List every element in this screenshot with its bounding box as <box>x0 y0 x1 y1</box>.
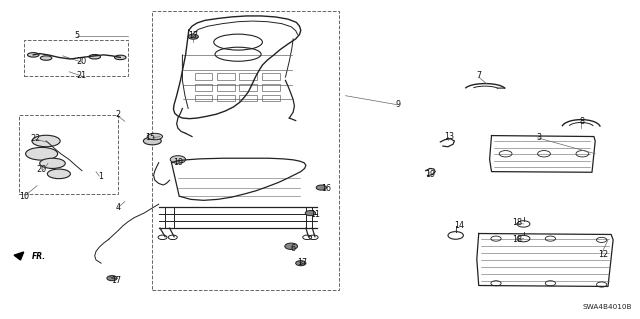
Bar <box>239 84 257 91</box>
Text: SWA4B4010B: SWA4B4010B <box>583 304 632 310</box>
Ellipse shape <box>143 137 161 145</box>
Bar <box>152 11 339 290</box>
Text: 16: 16 <box>321 184 332 193</box>
Bar <box>195 73 212 80</box>
Text: 12: 12 <box>598 250 608 259</box>
Text: 2: 2 <box>116 110 121 119</box>
Bar <box>195 84 212 91</box>
Ellipse shape <box>89 55 100 59</box>
Text: 11: 11 <box>310 210 320 219</box>
Ellipse shape <box>26 147 58 160</box>
Bar <box>262 95 280 101</box>
Text: 18: 18 <box>512 235 522 244</box>
Text: 8: 8 <box>580 117 585 126</box>
Ellipse shape <box>32 135 60 147</box>
Text: 19: 19 <box>173 158 183 167</box>
Text: 7: 7 <box>476 71 481 80</box>
Text: 3: 3 <box>536 133 541 142</box>
Text: 19: 19 <box>425 170 435 179</box>
Ellipse shape <box>28 53 39 57</box>
Text: 14: 14 <box>454 221 465 230</box>
Text: 17: 17 <box>297 258 307 267</box>
Bar <box>239 73 257 80</box>
Bar <box>262 84 280 91</box>
Text: 18: 18 <box>512 218 522 227</box>
Ellipse shape <box>107 276 117 281</box>
Text: 21: 21 <box>77 71 87 80</box>
Text: FR.: FR. <box>32 252 46 261</box>
Text: 1: 1 <box>99 172 104 181</box>
Text: 20: 20 <box>36 165 47 174</box>
Text: 17: 17 <box>111 276 122 285</box>
Bar <box>217 73 235 80</box>
Text: 10: 10 <box>19 192 29 201</box>
Bar <box>19 115 118 194</box>
Ellipse shape <box>170 156 186 163</box>
Ellipse shape <box>285 243 298 249</box>
Text: 17: 17 <box>188 31 198 40</box>
Text: 5: 5 <box>74 31 79 40</box>
Ellipse shape <box>115 55 126 60</box>
Polygon shape <box>14 252 24 260</box>
Text: 9: 9 <box>396 100 401 109</box>
Ellipse shape <box>40 158 65 168</box>
Bar <box>24 40 128 76</box>
Ellipse shape <box>47 169 70 179</box>
Text: 20: 20 <box>77 57 87 66</box>
Ellipse shape <box>40 56 52 60</box>
Text: 6: 6 <box>291 244 296 253</box>
Ellipse shape <box>316 185 326 190</box>
Bar <box>217 84 235 91</box>
Bar <box>262 73 280 80</box>
Bar <box>239 95 257 101</box>
Text: 13: 13 <box>444 132 454 141</box>
Ellipse shape <box>188 34 198 39</box>
Bar <box>217 95 235 101</box>
Ellipse shape <box>296 261 306 266</box>
Text: 4: 4 <box>116 204 121 212</box>
Text: 15: 15 <box>145 133 156 142</box>
Bar <box>195 95 212 101</box>
Ellipse shape <box>147 133 163 140</box>
Text: 22: 22 <box>30 134 40 143</box>
Ellipse shape <box>305 211 316 216</box>
